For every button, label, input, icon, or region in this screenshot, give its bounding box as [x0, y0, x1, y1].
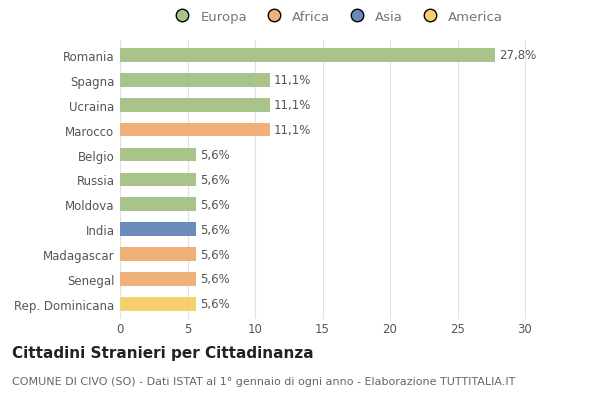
- Bar: [120, 49, 496, 63]
- Text: 5,6%: 5,6%: [200, 148, 229, 162]
- Bar: [120, 223, 196, 236]
- Text: 11,1%: 11,1%: [274, 124, 311, 137]
- Text: 11,1%: 11,1%: [274, 74, 311, 87]
- Text: COMUNE DI CIVO (SO) - Dati ISTAT al 1° gennaio di ogni anno - Elaborazione TUTTI: COMUNE DI CIVO (SO) - Dati ISTAT al 1° g…: [12, 376, 515, 386]
- Text: Cittadini Stranieri per Cittadinanza: Cittadini Stranieri per Cittadinanza: [12, 346, 314, 361]
- Bar: [120, 247, 196, 261]
- Bar: [120, 74, 270, 88]
- Text: 27,8%: 27,8%: [499, 49, 536, 62]
- Legend: Europa, Africa, Asia, America: Europa, Africa, Asia, America: [164, 5, 508, 29]
- Text: 5,6%: 5,6%: [200, 173, 229, 187]
- Text: 5,6%: 5,6%: [200, 273, 229, 286]
- Bar: [120, 173, 196, 187]
- Bar: [120, 198, 196, 211]
- Text: 5,6%: 5,6%: [200, 248, 229, 261]
- Text: 11,1%: 11,1%: [274, 99, 311, 112]
- Bar: [120, 124, 270, 137]
- Bar: [120, 272, 196, 286]
- Text: 5,6%: 5,6%: [200, 223, 229, 236]
- Bar: [120, 99, 270, 112]
- Text: 5,6%: 5,6%: [200, 298, 229, 310]
- Bar: [120, 297, 196, 311]
- Text: 5,6%: 5,6%: [200, 198, 229, 211]
- Bar: [120, 148, 196, 162]
